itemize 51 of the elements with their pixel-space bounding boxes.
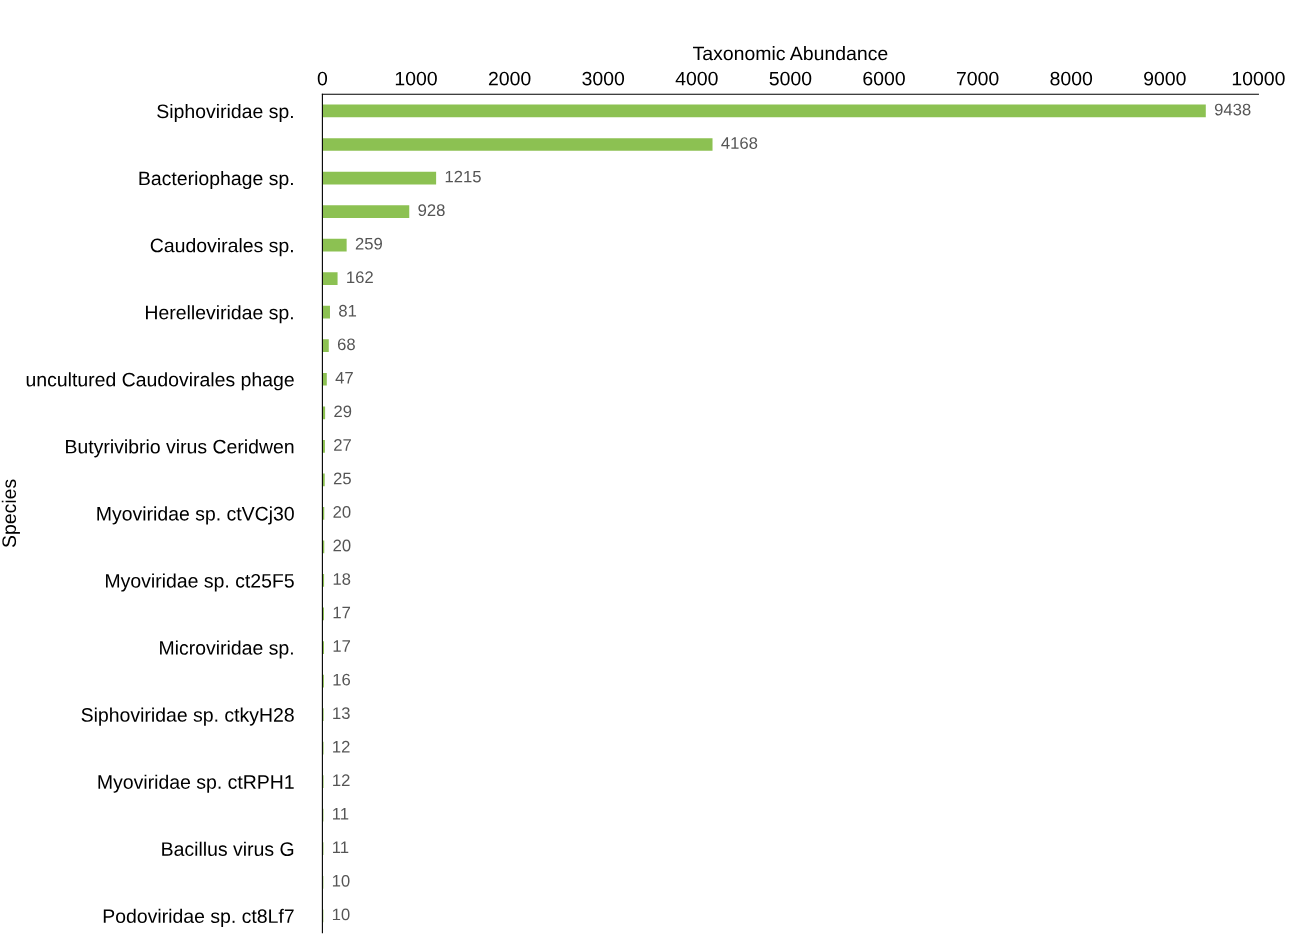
data-label: 12 <box>333 740 350 753</box>
y-tick-label: Herelleviridae sp. <box>146 305 293 324</box>
data-label: 20 <box>333 506 351 518</box>
data-label: 13 <box>333 707 350 720</box>
x-tick-label: 1000 <box>395 71 437 86</box>
x-tick-label: 4000 <box>675 71 718 86</box>
data-label: 9438 <box>1214 103 1251 116</box>
data-label: 928 <box>418 204 445 217</box>
data-label: 68 <box>337 338 355 351</box>
y-tick-label: Myoviridae sp. ctRPH1 <box>98 774 294 793</box>
data-label: 81 <box>339 304 357 317</box>
y-tick-label: Siphoviridae sp. ctkyH28 <box>81 707 294 726</box>
x-tick-label: 9000 <box>1144 71 1186 86</box>
x-tick-label: 6000 <box>863 71 905 86</box>
y-tick-label: Butyrivibrio virus Ceridwen <box>66 439 294 458</box>
data-label: 10 <box>332 874 350 887</box>
y-tick-label: Myoviridae sp. ctVCj30 <box>97 506 294 525</box>
data-label: 10 <box>332 908 350 921</box>
data-label: 16 <box>333 673 351 686</box>
data-label: 47 <box>335 372 353 384</box>
data-label: 11 <box>333 808 349 820</box>
y-tick-label: Bacillus virus G <box>162 841 294 856</box>
y-tick-label: Caudovirales sp. <box>150 238 293 257</box>
x-tick-label: 10000 <box>1232 71 1285 86</box>
y-tick-label: Microviridae sp. <box>160 640 293 659</box>
data-label: 162 <box>347 271 373 284</box>
data-label: 17 <box>333 640 351 652</box>
data-label: 20 <box>333 539 351 552</box>
y-tick-label: Siphoviridae sp. <box>157 103 293 123</box>
data-label: 259 <box>355 237 382 250</box>
x-tick-label: 8000 <box>1050 71 1093 86</box>
data-label: 29 <box>334 405 352 418</box>
y-tick-label: Myoviridae sp. ct25F5 <box>106 573 294 592</box>
y-tick-label: Bacteriophage sp. <box>139 170 293 190</box>
data-label: 18 <box>333 573 351 585</box>
x-tick-label: 7000 <box>956 71 999 86</box>
x-tick-label: 3000 <box>582 71 625 86</box>
data-label: 27 <box>334 438 351 451</box>
data-label: 25 <box>333 472 351 485</box>
data-label: 4168 <box>721 137 758 149</box>
x-tick-label: 2000 <box>488 71 531 86</box>
data-label: 17 <box>333 606 351 619</box>
x-axis-title: Taxonomic Abundance <box>693 46 888 61</box>
data-label: 1215 <box>445 170 481 183</box>
data-label: 11 <box>333 841 349 854</box>
x-tick-label: 0 <box>317 71 328 86</box>
y-tick-label: uncultured Caudovirales phage <box>26 372 294 391</box>
data-label: 12 <box>333 774 350 786</box>
y-tick-label: Podoviridae sp. ct8Lf7 <box>103 908 294 927</box>
y-axis-title: Species <box>1 479 20 548</box>
x-tick-label: 5000 <box>769 71 812 86</box>
